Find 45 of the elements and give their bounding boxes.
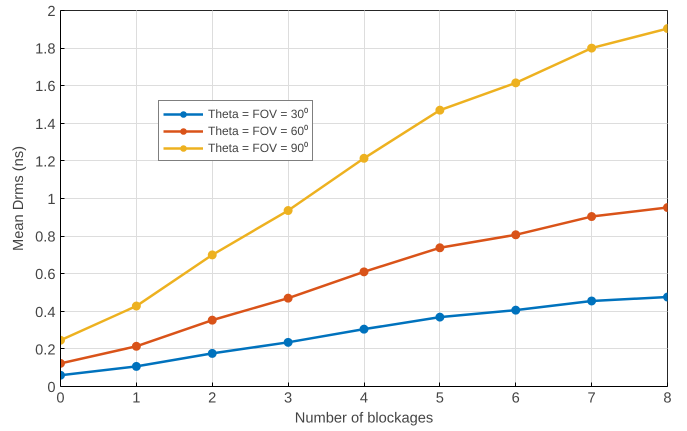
x-tick-label: 5 bbox=[436, 390, 444, 406]
point bbox=[435, 312, 444, 322]
y-tick-label: 1.4 bbox=[35, 116, 56, 133]
y-axis-title: Mean Drms (ns) bbox=[11, 146, 28, 252]
point bbox=[435, 243, 444, 252]
y-tick-label: 1 bbox=[47, 192, 56, 208]
point bbox=[284, 338, 293, 347]
point bbox=[132, 302, 141, 311]
point bbox=[132, 362, 141, 371]
point bbox=[360, 267, 368, 276]
x-tick-label: 3 bbox=[284, 390, 292, 406]
x-tick-label: 8 bbox=[663, 390, 672, 406]
point bbox=[587, 212, 596, 222]
y-tick-label: 0 bbox=[47, 380, 56, 396]
y-tick-label: 1.2 bbox=[35, 154, 56, 170]
point bbox=[360, 324, 368, 334]
x-tick-label: 7 bbox=[588, 390, 596, 406]
y-tick-label: 0.8 bbox=[35, 230, 56, 246]
y-tick-label: 1.8 bbox=[35, 42, 56, 58]
point bbox=[511, 230, 520, 240]
y-tick-label: 0.2 bbox=[35, 342, 56, 358]
legend-label: Theta = FOV = 30⁰ bbox=[208, 106, 308, 122]
y-tick-label: 0.6 bbox=[35, 267, 56, 284]
point bbox=[435, 106, 444, 115]
point bbox=[208, 316, 217, 325]
y-tick-label: 0.4 bbox=[35, 304, 56, 321]
y-tick-label: 1.6 bbox=[35, 79, 56, 96]
x-tick-label: 2 bbox=[208, 390, 216, 406]
y-tick-label: 2 bbox=[47, 4, 56, 20]
point bbox=[208, 348, 217, 358]
point bbox=[360, 154, 368, 163]
point bbox=[587, 296, 596, 306]
x-axis-title: Number of blockages bbox=[294, 410, 434, 426]
x-tick-label: 4 bbox=[360, 390, 368, 406]
point bbox=[511, 306, 520, 315]
point bbox=[587, 44, 596, 53]
point bbox=[284, 294, 293, 303]
legend-label: Theta = FOV = 60⁰ bbox=[208, 123, 308, 139]
x-tick-label: 6 bbox=[512, 390, 520, 406]
x-tick-label: 1 bbox=[132, 390, 140, 406]
legend-label: Theta = FOV = 90⁰ bbox=[208, 140, 308, 156]
point bbox=[132, 342, 141, 351]
point bbox=[511, 78, 520, 88]
point bbox=[208, 250, 217, 260]
point bbox=[284, 206, 293, 216]
